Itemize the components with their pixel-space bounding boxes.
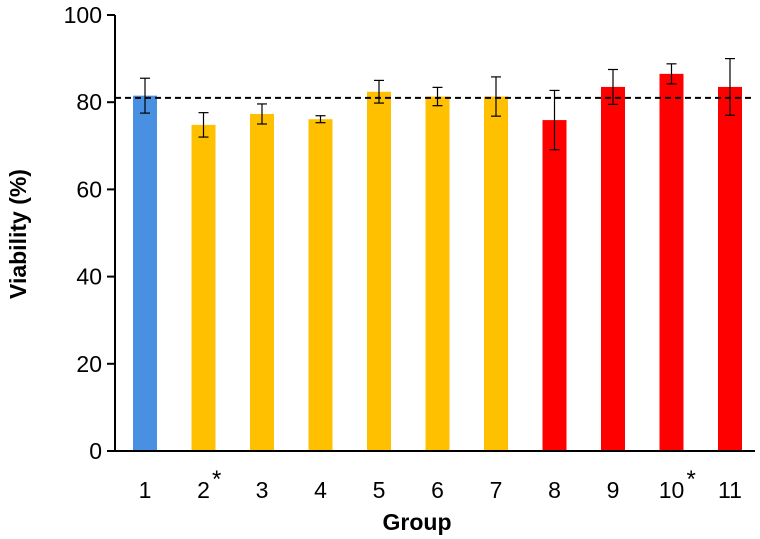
y-axis: 0 20 40 60 80 100 bbox=[64, 2, 116, 464]
bar bbox=[367, 91, 391, 452]
x-axis: 1 2 * 3 4 5 6 7 8 9 10 * 11 bbox=[115, 450, 755, 503]
y-tick-label: 100 bbox=[64, 2, 102, 28]
bar bbox=[308, 119, 333, 451]
x-tick-label: 8 bbox=[548, 477, 561, 503]
x-tick-label: 10 bbox=[659, 477, 685, 503]
y-tick-label: 60 bbox=[76, 176, 102, 202]
y-tick-label: 0 bbox=[89, 438, 102, 464]
y-tick-label: 40 bbox=[76, 264, 102, 290]
error-bars bbox=[140, 57, 735, 151]
x-tick-label: 3 bbox=[256, 477, 269, 503]
x-tick-label: 6 bbox=[431, 477, 444, 503]
x-axis-title: Group bbox=[383, 509, 452, 535]
x-tick-label: 9 bbox=[607, 477, 620, 503]
bar bbox=[542, 120, 567, 452]
x-tick-label: 2 bbox=[197, 477, 210, 503]
bar bbox=[191, 124, 216, 451]
x-tick-label: 4 bbox=[314, 477, 327, 503]
bar bbox=[484, 96, 508, 452]
y-tick-label: 80 bbox=[76, 89, 102, 115]
bar bbox=[718, 86, 742, 451]
bar bbox=[133, 95, 157, 451]
x-tick-label: 5 bbox=[373, 477, 386, 503]
x-tick-label: 7 bbox=[490, 477, 503, 503]
significance-marker: * bbox=[212, 466, 221, 493]
bar bbox=[659, 73, 684, 452]
bar bbox=[250, 113, 274, 452]
y-tick-label: 20 bbox=[76, 351, 102, 377]
bar bbox=[601, 86, 625, 451]
significance-marker: * bbox=[687, 466, 696, 493]
y-axis-title: Viability (%) bbox=[5, 169, 31, 299]
x-tick-label: 11 bbox=[718, 477, 742, 503]
bars bbox=[133, 73, 742, 452]
bar bbox=[425, 96, 450, 452]
x-tick-label: 1 bbox=[139, 477, 152, 503]
